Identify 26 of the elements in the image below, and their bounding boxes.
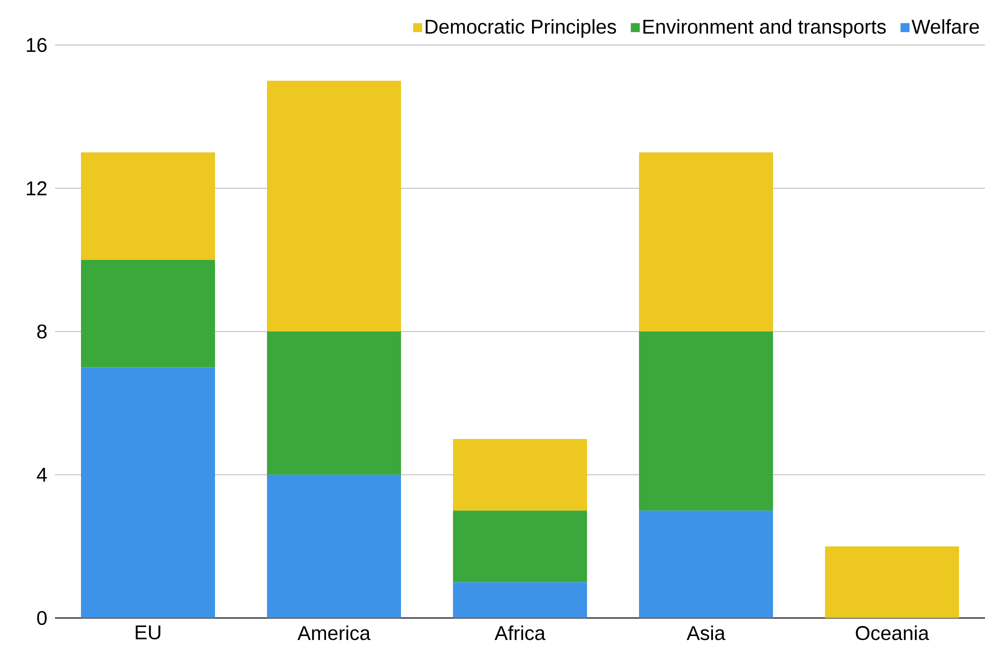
bar <box>453 438 588 511</box>
legend-label: Democratic Principles <box>426 19 616 38</box>
bar <box>81 367 216 618</box>
y-tick-label: 0 <box>37 610 47 626</box>
x-tick-label: Asia <box>686 626 726 640</box>
bar <box>267 80 402 332</box>
y-tick-label: 8 <box>37 324 47 339</box>
bar <box>267 331 402 475</box>
legend-label: Environment and transports <box>643 19 886 38</box>
legend-label: Welfare <box>912 19 979 34</box>
x-tick-label: Oceania <box>856 626 930 640</box>
x-tick-label: EU <box>136 626 160 640</box>
bar <box>825 546 960 618</box>
bar <box>267 474 402 618</box>
y-tick-label: 16 <box>26 38 47 52</box>
x-tick-label: America <box>297 626 371 640</box>
bar <box>639 152 774 332</box>
y-tick-label: 4 <box>36 468 47 482</box>
x-tick-label: Africa <box>494 626 546 640</box>
bar <box>453 582 588 618</box>
bar <box>639 510 774 618</box>
y-tick-label: 12 <box>26 181 46 196</box>
bar <box>81 260 216 368</box>
bar <box>453 510 588 582</box>
bar <box>639 331 774 511</box>
bar <box>81 152 216 260</box>
